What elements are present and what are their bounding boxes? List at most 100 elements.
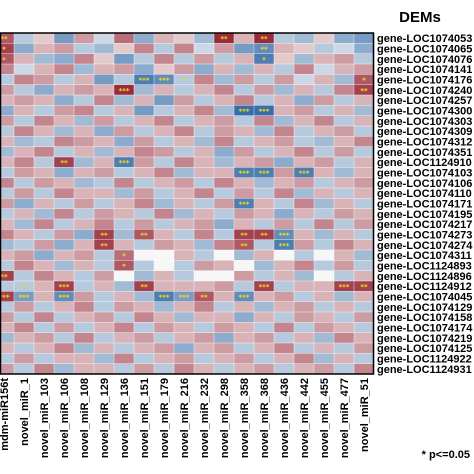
- heatmap-cell: [133, 53, 155, 65]
- row-labels: gene-LOC1074053gene-LOC1074065gene-LOC10…: [377, 33, 473, 376]
- heatmap-cell: [313, 332, 335, 344]
- heatmap-cell: [73, 198, 95, 210]
- significance-mark: ***: [299, 170, 310, 178]
- row-label: gene-LOC1074309: [377, 126, 472, 138]
- heatmap-cell: [73, 94, 95, 106]
- heatmap-cell: [333, 32, 355, 44]
- heatmap-cell: [273, 53, 295, 65]
- column-label: novel_miR_298: [219, 378, 231, 458]
- heatmap-cell: [193, 342, 215, 354]
- heatmap-cell: [233, 322, 255, 334]
- heatmap-cell: [213, 146, 235, 158]
- heatmap-cell: [33, 208, 55, 220]
- significance-mark: ***: [59, 294, 70, 302]
- heatmap-border: [0, 32, 375, 375]
- heatmap-cell: [233, 342, 255, 354]
- heatmap-cell: [193, 363, 215, 375]
- heatmap-cell: [153, 208, 175, 220]
- heatmap-cell: [213, 115, 235, 127]
- heatmap-cell: [13, 125, 35, 137]
- heatmap-cell: [313, 353, 335, 365]
- heatmap-cell: [233, 125, 255, 137]
- row-label: gene-LOC1074300: [377, 106, 472, 118]
- heatmap-cell: [33, 280, 55, 292]
- heatmap-cell: [153, 105, 175, 117]
- heatmap-cell: [353, 270, 375, 282]
- heatmap-cell: [73, 177, 95, 189]
- heatmap-cell: [193, 311, 215, 323]
- heatmap-cell: [93, 270, 115, 282]
- heatmap-cell: [53, 53, 75, 65]
- heatmap-cell: [333, 208, 355, 220]
- heatmap-cell: [253, 322, 275, 334]
- significance-mark: *: [122, 252, 126, 260]
- heatmap-cell: [313, 291, 335, 303]
- heatmap-cell: [173, 156, 195, 168]
- heatmap-cell: [193, 115, 215, 127]
- heatmap-cell: [213, 53, 235, 65]
- heatmap-cell: [133, 125, 155, 137]
- heatmap-cell: [13, 156, 35, 168]
- significance-mark: **: [260, 46, 268, 54]
- significance-mark: **: [60, 159, 68, 167]
- heatmap-cell: [133, 32, 155, 44]
- heatmap-cell: [253, 332, 275, 344]
- heatmap-cell: [73, 270, 95, 282]
- heatmap-cell: [73, 84, 95, 96]
- row-label: gene-LOC1074053: [377, 33, 472, 45]
- heatmap-cell: [153, 125, 175, 137]
- heatmap-cell: [293, 43, 315, 55]
- heatmap-cell: [273, 167, 295, 179]
- heatmap-cell: [173, 146, 195, 158]
- heatmap-cell: [133, 291, 155, 303]
- heatmap-cell: [233, 249, 255, 261]
- heatmap-cell: [353, 146, 375, 158]
- heatmap-cell: [153, 239, 175, 251]
- heatmap-cell: [233, 177, 255, 189]
- heatmap-cell: [233, 146, 255, 158]
- heatmap-cell: [53, 208, 75, 220]
- row-label: gene-LOC1074171: [377, 199, 472, 211]
- heatmap-cell: [233, 208, 255, 220]
- heatmap-cell: [273, 311, 295, 323]
- heatmap-cell: [13, 342, 35, 354]
- heatmap-cell: [213, 280, 235, 292]
- heatmap-cell: [193, 32, 215, 44]
- heatmap-cell: [53, 270, 75, 282]
- significance-mark: ***: [279, 242, 290, 250]
- heatmap-cell: [273, 136, 295, 148]
- heatmap-cell: [33, 84, 55, 96]
- heatmap-cell: [113, 208, 135, 220]
- heatmap-cell: [353, 187, 375, 199]
- heatmap-cell: [113, 239, 135, 251]
- row-label: gene-LOC1074110: [377, 188, 472, 200]
- heatmap-cell: [13, 84, 35, 96]
- heatmap-cell: [253, 84, 275, 96]
- column-label: novel_miR_103: [39, 378, 51, 458]
- column-label: novel_miR_108: [79, 378, 91, 458]
- heatmap-cell: [113, 63, 135, 75]
- heatmap-cell: [293, 125, 315, 137]
- heatmap-cell: [293, 53, 315, 65]
- heatmap-cell: [33, 363, 55, 375]
- heatmap-cell: [293, 218, 315, 230]
- significance-mark: ***: [59, 283, 70, 291]
- heatmap-cell: [213, 342, 235, 354]
- heatmap-cell: [153, 187, 175, 199]
- significance-mark: **: [360, 87, 368, 95]
- heatmap-cell: [13, 218, 35, 230]
- heatmap-cell: [173, 218, 195, 230]
- heatmap-cell: [273, 74, 295, 86]
- heatmap-cell: [273, 342, 295, 354]
- heatmap-cell: [253, 177, 275, 189]
- heatmap-cell: [0, 136, 15, 148]
- heatmap-cell: [93, 167, 115, 179]
- heatmap-cell: [113, 363, 135, 375]
- heatmap-cell: [233, 136, 255, 148]
- heatmap-cell: [0, 239, 15, 251]
- heatmap-cell: [13, 94, 35, 106]
- heatmap-cell: [93, 260, 115, 272]
- heatmap-cell: [293, 115, 315, 127]
- heatmap-cell: [353, 105, 375, 117]
- heatmap-cell: [93, 115, 115, 127]
